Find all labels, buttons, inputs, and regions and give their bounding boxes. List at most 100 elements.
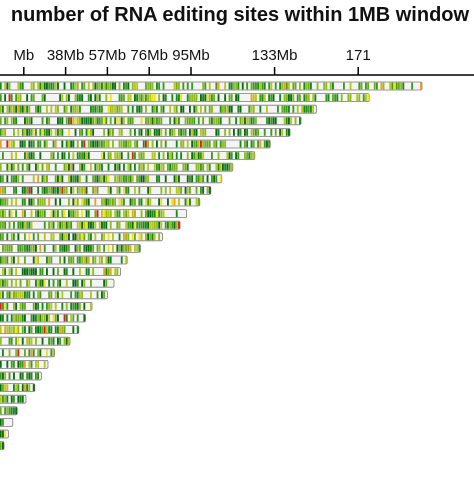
bin-mark (226, 163, 229, 171)
bin-mark (59, 233, 62, 241)
bin-mark (118, 82, 121, 90)
bin-mark (261, 82, 264, 90)
bin-mark (189, 105, 191, 113)
bin-mark (109, 94, 112, 101)
bin-mark (149, 198, 152, 206)
bin-mark (171, 198, 174, 206)
bin-mark (255, 129, 257, 136)
bin-mark (118, 233, 121, 241)
bin-mark (48, 326, 51, 333)
bin-mark (156, 210, 158, 217)
bin-mark (76, 94, 79, 101)
bin-mark (167, 152, 169, 159)
bin-mark (46, 82, 48, 90)
bin-mark (0, 279, 2, 287)
bin-mark (147, 140, 150, 148)
bin-mark (17, 82, 20, 90)
bin-mark (10, 245, 13, 252)
bin-mark (107, 140, 110, 148)
bin-mark (15, 210, 18, 217)
bin-mark (0, 384, 2, 391)
bin-mark (43, 326, 46, 333)
bin-mark (136, 105, 139, 113)
bin-mark (120, 140, 123, 148)
bin-mark (107, 256, 110, 264)
bin-mark (147, 82, 150, 90)
chromosome-row (0, 174, 223, 184)
bin-mark (15, 384, 18, 391)
bin-mark (37, 163, 40, 171)
bin-mark (50, 152, 53, 159)
bin-mark (6, 105, 9, 113)
bin-mark (248, 105, 251, 113)
bin-mark (0, 163, 2, 171)
bin-mark (74, 198, 77, 206)
bin-mark (2, 349, 4, 357)
bin-mark (65, 117, 68, 125)
bin-mark (32, 82, 35, 90)
bin-mark (87, 198, 90, 206)
bin-mark (24, 198, 26, 206)
bin-mark (10, 140, 13, 148)
bin-mark (17, 291, 20, 299)
chromosome-row (0, 278, 115, 288)
bin-mark (65, 303, 68, 310)
bin-mark (257, 82, 260, 90)
bin-mark (54, 175, 57, 183)
bin-mark (43, 221, 46, 229)
bin-mark (162, 82, 165, 90)
bin-mark (195, 187, 198, 194)
bin-mark (202, 82, 205, 90)
bin-mark (206, 175, 209, 183)
bin-mark (72, 279, 75, 287)
bin-mark (39, 349, 42, 357)
bin-mark (50, 105, 53, 113)
bin-mark (10, 268, 13, 275)
bin-mark (175, 152, 178, 159)
bin-mark (202, 140, 205, 148)
bin-mark (17, 361, 20, 368)
bin-mark (160, 198, 163, 206)
bin-mark (59, 187, 62, 194)
bin-mark (61, 326, 64, 333)
bin-mark (57, 129, 59, 136)
bin-mark (72, 175, 75, 183)
bin-mark (228, 94, 231, 101)
bin-mark (123, 82, 125, 90)
bin-mark (63, 221, 66, 229)
bin-mark (13, 314, 15, 322)
bin-mark (116, 152, 119, 159)
bin-mark (213, 117, 216, 125)
bin-mark (24, 303, 26, 310)
bin-mark (270, 129, 273, 136)
bin-mark (191, 117, 194, 125)
bin-mark (109, 152, 112, 159)
bin-mark (224, 94, 227, 101)
bin-mark (193, 117, 196, 125)
bin-mark (21, 210, 24, 217)
bin-mark (178, 221, 180, 229)
bin-mark (272, 94, 275, 101)
bin-mark (87, 82, 90, 90)
bin-mark (54, 82, 57, 90)
bin-mark (129, 140, 132, 148)
bin-mark (237, 94, 240, 101)
bin-mark (310, 82, 312, 90)
bin-mark (189, 129, 191, 136)
bin-mark (270, 82, 273, 90)
bin-mark (17, 245, 20, 252)
bin-mark (24, 221, 26, 229)
bin-mark (76, 303, 79, 310)
bin-mark (134, 82, 136, 90)
bin-mark (72, 163, 75, 171)
bin-mark (85, 187, 88, 194)
bin-mark (32, 268, 35, 275)
bin-mark (158, 198, 161, 206)
bin-mark (10, 279, 13, 287)
bin-mark (191, 175, 194, 183)
bin-mark (68, 94, 70, 101)
bin-mark (2, 303, 4, 310)
bin-mark (52, 152, 55, 159)
bin-mark (367, 94, 370, 101)
